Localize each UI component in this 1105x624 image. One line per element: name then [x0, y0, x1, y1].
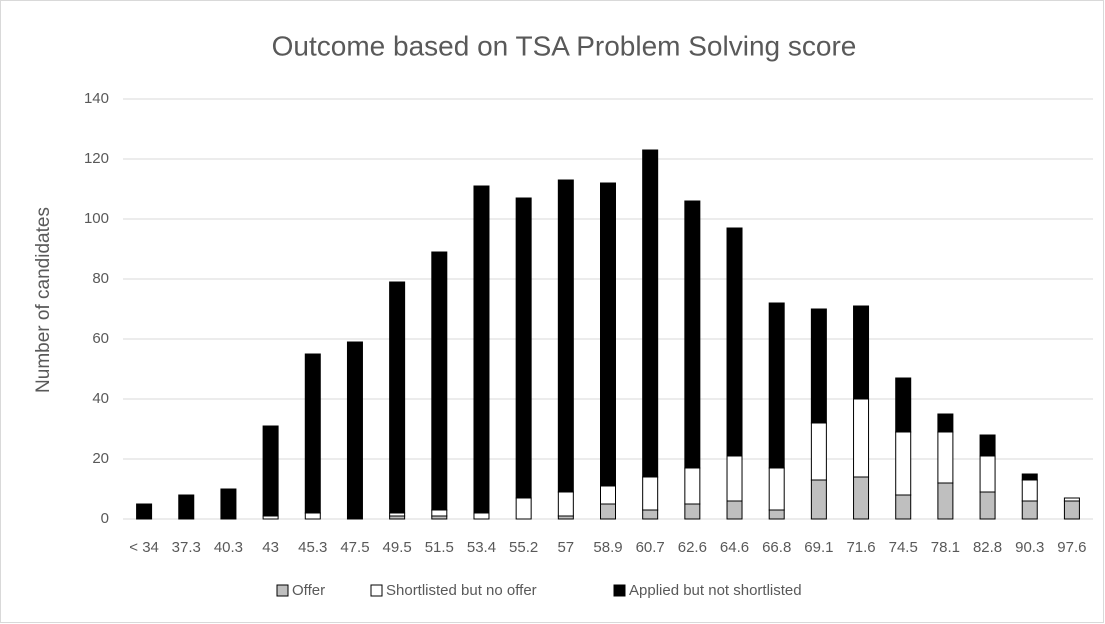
bar-segment [642, 509, 659, 520]
x-tick-label: 64.6 [720, 539, 749, 556]
bar-segment [600, 503, 616, 520]
bar-segment [726, 227, 743, 457]
bar-segment [810, 479, 827, 520]
x-tick-label: 71.6 [846, 539, 875, 556]
bar-segment [557, 179, 574, 493]
x-tick-label: 47.5 [340, 539, 369, 556]
bar-segment [979, 434, 996, 457]
bar-segment [684, 503, 701, 520]
bar-segment [684, 467, 701, 505]
legend-swatch [276, 584, 289, 597]
x-tick-label: 45.3 [298, 539, 327, 556]
y-tick-label: 20 [92, 450, 109, 467]
legend-label: Offer [292, 582, 325, 599]
x-tick-label: 49.5 [383, 539, 412, 556]
y-tick-label: 120 [84, 150, 109, 167]
y-tick-label: 0 [101, 510, 109, 527]
bar-segment [937, 431, 954, 484]
x-tick-label: 60.7 [636, 539, 665, 556]
x-tick-label: 78.1 [931, 539, 960, 556]
bar-segment [220, 488, 237, 520]
x-tick-label: 40.3 [214, 539, 243, 556]
x-tick-label: 58.9 [593, 539, 622, 556]
bar-segment [810, 308, 827, 424]
x-tick-label: 90.3 [1015, 539, 1044, 556]
bar-segment [726, 500, 743, 520]
bar-segment [1021, 479, 1038, 502]
bar-segment [937, 413, 954, 433]
legend-swatch [370, 584, 383, 597]
bar-segment [1063, 500, 1080, 520]
bar-segment [979, 491, 996, 520]
legend-label: Shortlisted but no offer [386, 582, 537, 599]
bar-segment [810, 422, 827, 481]
bar-segment [431, 251, 448, 511]
x-tick-label: 69.1 [804, 539, 833, 556]
bar-segment [642, 149, 659, 478]
x-tick-label: 97.6 [1057, 539, 1086, 556]
x-tick-label: 66.8 [762, 539, 791, 556]
bar-segment [768, 467, 785, 511]
bar-segment [515, 197, 532, 499]
x-tick-label: 62.6 [678, 539, 707, 556]
bar-segment [304, 512, 321, 520]
bar-segment [600, 182, 616, 487]
bar-segment [937, 482, 954, 520]
bar-segment [473, 512, 490, 520]
x-tick-label: 82.8 [973, 539, 1002, 556]
bar-segment [979, 455, 996, 493]
bar-segment [768, 302, 785, 469]
y-tick-label: 100 [84, 210, 109, 227]
legend-label: Applied but not shortlisted [629, 582, 802, 599]
bar-segment [515, 497, 532, 520]
y-tick-label: 40 [92, 390, 109, 407]
x-tick-label: 55.2 [509, 539, 538, 556]
bar-segment [346, 341, 363, 520]
bar-segment [557, 491, 574, 517]
bar-segment [136, 503, 153, 520]
x-tick-label: 43 [262, 539, 279, 556]
y-axis-label: Number of candidates [33, 207, 54, 393]
bar-segment [431, 509, 448, 517]
y-tick-label: 140 [84, 90, 109, 107]
x-tick-label: 37.3 [172, 539, 201, 556]
bar-segment [1021, 473, 1038, 481]
bar-segment [853, 476, 870, 520]
bar-segment [726, 455, 743, 502]
bar-segment [473, 185, 490, 514]
bar-segment [895, 377, 912, 433]
x-tick-label: < 34 [129, 539, 159, 556]
legend-swatch [613, 584, 626, 597]
y-tick-label: 80 [92, 270, 109, 287]
bar-segment [642, 476, 659, 511]
x-tick-label: 51.5 [425, 539, 454, 556]
bar-segment [853, 305, 870, 400]
x-tick-label: 74.5 [889, 539, 918, 556]
chart-title: Outcome based on TSA Problem Solving sco… [272, 30, 857, 61]
x-tick-label: 53.4 [467, 539, 496, 556]
x-tick-label: 57 [557, 539, 574, 556]
bar-segment [389, 281, 406, 514]
y-tick-label: 60 [92, 330, 109, 347]
bar-segment [178, 494, 195, 520]
bar-segment [600, 485, 616, 505]
bar-segment [768, 509, 785, 520]
bar-segment [853, 398, 870, 478]
bar-segment [304, 353, 321, 514]
bar-segment [262, 425, 279, 517]
bar-segment [684, 200, 701, 469]
bar-segment [1021, 500, 1038, 520]
bar-segment [1063, 497, 1080, 502]
bar-segment [895, 431, 912, 496]
bar-segment [895, 494, 912, 520]
